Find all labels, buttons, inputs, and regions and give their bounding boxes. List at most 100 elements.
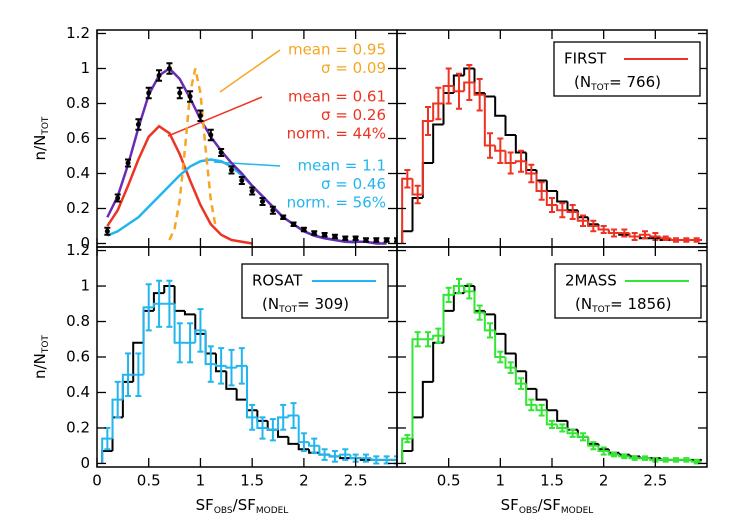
y-tick-label: 1 [80, 277, 90, 295]
error-bar [135, 352, 142, 398]
error-bar [631, 232, 638, 241]
histogram-bin [649, 234, 661, 238]
histogram-bin [297, 415, 310, 444]
histogram-bin [349, 454, 361, 460]
histogram-bin [463, 67, 475, 76]
fit-curve [106, 66, 387, 245]
error-bar [414, 184, 421, 205]
y-tick-label: 0 [80, 234, 90, 252]
label-part: n/N [31, 135, 49, 161]
histogram-bin [535, 173, 547, 192]
histogram-bin [514, 135, 527, 154]
histogram-bin [411, 416, 423, 452]
label-part: (N [575, 295, 592, 313]
histogram-bin [411, 197, 423, 232]
data-point [301, 227, 307, 232]
histogram-bin [494, 330, 506, 358]
y-tick-label: 0.8 [66, 94, 90, 112]
histogram-bin [535, 170, 547, 182]
error-bar [580, 432, 586, 442]
error-bar [197, 308, 204, 353]
histogram-bin [504, 333, 516, 355]
error-bar [176, 322, 183, 364]
error-bar [549, 197, 555, 213]
error-bar [331, 450, 338, 463]
histogram-bin [514, 160, 527, 163]
histogram-bin [442, 293, 454, 336]
histogram-bin [607, 229, 620, 234]
data-point [104, 228, 110, 234]
error-bar [673, 457, 679, 463]
error-bar [569, 428, 576, 438]
data-point [187, 94, 193, 99]
data-point [342, 235, 348, 241]
histogram-bin [618, 454, 630, 458]
data-point [146, 90, 152, 96]
error-bar [497, 137, 504, 164]
data-point [311, 230, 317, 236]
x-tick-label: 1 [196, 472, 206, 490]
axis-label: SFOBS/SFMODEL [501, 496, 594, 516]
histogram-bin [452, 285, 465, 295]
error-bar [394, 237, 397, 243]
histogram-bin [194, 329, 206, 343]
histogram-bin [494, 314, 506, 335]
histogram-bin [101, 450, 113, 464]
data-point [280, 214, 286, 220]
histogram-bin [607, 451, 620, 456]
error-bar [549, 419, 555, 429]
label-part: (N [574, 73, 591, 91]
histogram-bin [576, 212, 589, 222]
histogram-bin [463, 81, 475, 92]
error-bar [538, 181, 545, 201]
histogram-bin [659, 236, 671, 240]
annotation: norm. = 44% [287, 125, 386, 143]
histogram-bin [214, 364, 227, 367]
x-tick-label: 2 [299, 472, 309, 490]
histogram-bin [545, 191, 558, 206]
histogram-bin [277, 416, 289, 430]
histogram-bin [370, 458, 382, 461]
histogram-bin [566, 427, 578, 435]
y-tick-label: 1.2 [66, 24, 90, 42]
legend-box [241, 263, 389, 319]
histogram-bin [421, 380, 434, 418]
error-bar [507, 361, 514, 374]
y-tick-label: 0.6 [66, 129, 90, 147]
plot-frame [396, 246, 708, 468]
data-point [249, 188, 255, 194]
data-point [218, 150, 224, 155]
plot-area [101, 279, 397, 465]
histogram-bin [690, 459, 702, 463]
data-point [208, 132, 214, 138]
histogram-bin [308, 442, 320, 447]
legend-label: ROSAT [252, 272, 303, 290]
error-bar [280, 403, 287, 431]
leader-line [219, 49, 281, 93]
error-bar [683, 457, 690, 463]
histogram-bin [318, 445, 330, 456]
error-bar [683, 237, 690, 243]
y-tick-label: 0 [80, 454, 90, 472]
error-bar [693, 237, 700, 243]
error-bar [249, 403, 256, 431]
histogram-bin [483, 312, 496, 332]
histogram-bin [432, 123, 444, 163]
histogram-bin [452, 292, 465, 311]
histogram-bin [483, 94, 496, 147]
error-bar [538, 403, 545, 417]
histogram-bin [535, 404, 547, 412]
data-point [332, 234, 338, 239]
histogram-bin [628, 233, 640, 238]
error-bar [528, 163, 535, 184]
histogram-bin [401, 437, 413, 464]
data-point [135, 122, 141, 127]
histogram-bin [235, 388, 247, 401]
legend-label: FIRST [564, 50, 607, 68]
histogram-bin [525, 371, 537, 390]
subscript: TOT [41, 335, 51, 355]
axis-label: n/NTOT [31, 335, 51, 379]
histogram-bin [432, 102, 444, 121]
legend-box [553, 41, 701, 97]
y-tick-label: 0.2 [66, 199, 90, 217]
